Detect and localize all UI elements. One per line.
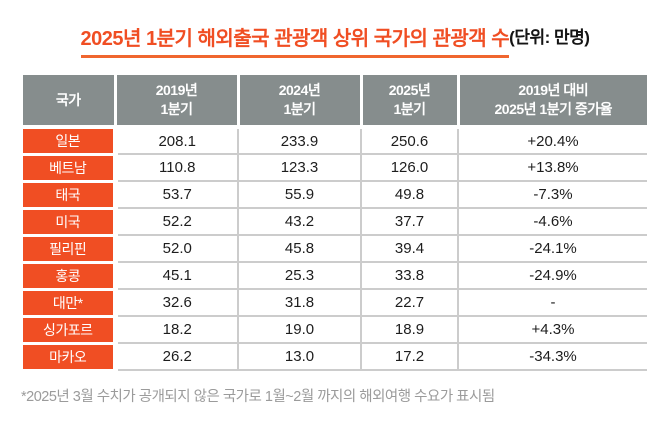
title-unit-label: (단위: 만명) xyxy=(509,28,590,47)
value-cell: 19.0 xyxy=(238,316,362,344)
growth-rate-cell: -34.3% xyxy=(458,343,647,371)
value-cell: 250.6 xyxy=(361,127,459,155)
page-title: 2025년 1분기 해외출국 관광객 상위 국가의 관광객 수(단위: 만명) xyxy=(0,0,670,58)
country-cell: 태국 xyxy=(23,181,118,210)
value-cell: 25.3 xyxy=(238,262,362,290)
value-cell: 13.0 xyxy=(238,343,362,371)
table-row: 태국 53.7 55.9 49.8 -7.3% xyxy=(23,181,647,210)
country-cell: 베트남 xyxy=(23,154,118,183)
country-cell: 일본 xyxy=(23,127,118,156)
growth-rate-cell: +13.8% xyxy=(458,154,647,182)
table-row: 필리핀 52.0 45.8 39.4 -24.1% xyxy=(23,235,647,264)
value-cell: 22.7 xyxy=(361,289,459,317)
value-cell: 26.2 xyxy=(115,343,239,371)
table-row: 베트남 110.8 123.3 126.0 +13.8% xyxy=(23,154,647,183)
header-cell-2024-q1: 2024년 1분기 xyxy=(238,75,363,129)
growth-rate-cell: -7.3% xyxy=(458,181,647,209)
country-cell: 필리핀 xyxy=(23,235,118,264)
growth-rate-cell: +20.4% xyxy=(458,127,647,155)
value-cell: 32.6 xyxy=(115,289,239,317)
value-cell: 49.8 xyxy=(361,181,459,209)
header-row: 국가 2019년 1분기 2024년 1분기 2025년 1분기 2019년 대… xyxy=(23,75,647,129)
country-cell: 미국 xyxy=(23,208,118,237)
table-row: 홍콩 45.1 25.3 33.8 -24.9% xyxy=(23,262,647,291)
country-cell: 홍콩 xyxy=(23,262,118,291)
growth-rate-cell: - xyxy=(458,289,647,317)
tourist-count-table: 국가 2019년 1분기 2024년 1분기 2025년 1분기 2019년 대… xyxy=(23,75,647,372)
value-cell: 123.3 xyxy=(238,154,362,182)
value-cell: 52.0 xyxy=(115,235,239,263)
value-cell: 43.2 xyxy=(238,208,362,236)
header-cell-2019-q1: 2019년 1분기 xyxy=(115,75,240,129)
value-cell: 52.2 xyxy=(115,208,239,236)
title-main-text: 2025년 1분기 해외출국 관광객 상위 국가의 관광객 수 xyxy=(80,22,510,58)
value-cell: 31.8 xyxy=(238,289,362,317)
table-row: 대만* 32.6 31.8 22.7- xyxy=(23,289,647,318)
table-row: 미국 52.2 43.2 37.7 -4.6% xyxy=(23,208,647,237)
table-row: 마카오 26.2 13.0 17.2 -34.3% xyxy=(23,343,647,372)
country-cell: 싱가포르 xyxy=(23,316,118,345)
table-row: 싱가포르 18.2 19.0 18.9 +4.3% xyxy=(23,316,647,345)
table-header: 국가 2019년 1분기 2024년 1분기 2025년 1분기 2019년 대… xyxy=(23,75,647,129)
footnote-text: *2025년 3월 수치가 공개되지 않은 국가로 1월~2월 까지의 해외여행… xyxy=(21,388,495,405)
table-row: 일본 208.1 233.9 250.6 +20.4% xyxy=(23,127,647,156)
value-cell: 55.9 xyxy=(238,181,362,209)
growth-rate-cell: -24.1% xyxy=(458,235,647,263)
header-cell-country: 국가 xyxy=(23,75,117,129)
growth-rate-cell: -24.9% xyxy=(458,262,647,290)
value-cell: 110.8 xyxy=(115,154,239,182)
value-cell: 39.4 xyxy=(361,235,459,263)
country-cell: 마카오 xyxy=(23,343,118,372)
value-cell: 18.2 xyxy=(115,316,239,344)
value-cell: 208.1 xyxy=(115,127,239,155)
value-cell: 33.8 xyxy=(361,262,459,290)
table-body: 일본 208.1 233.9 250.6 +20.4% 베트남 110.8 123.3 126.… xyxy=(23,127,647,372)
header-cell-growth-rate: 2019년 대비 2025년 1분기 증가율 xyxy=(458,75,647,129)
value-cell: 45.8 xyxy=(238,235,362,263)
growth-rate-cell: -4.6% xyxy=(458,208,647,236)
header-cell-2025-q1: 2025년 1분기 xyxy=(361,75,460,129)
country-cell: 대만* xyxy=(23,289,118,318)
value-cell: 18.9 xyxy=(361,316,459,344)
value-cell: 53.7 xyxy=(115,181,239,209)
value-cell: 45.1 xyxy=(115,262,239,290)
value-cell: 126.0 xyxy=(361,154,459,182)
value-cell: 17.2 xyxy=(361,343,459,371)
growth-rate-cell: +4.3% xyxy=(458,316,647,344)
value-cell: 37.7 xyxy=(361,208,459,236)
value-cell: 233.9 xyxy=(238,127,362,155)
